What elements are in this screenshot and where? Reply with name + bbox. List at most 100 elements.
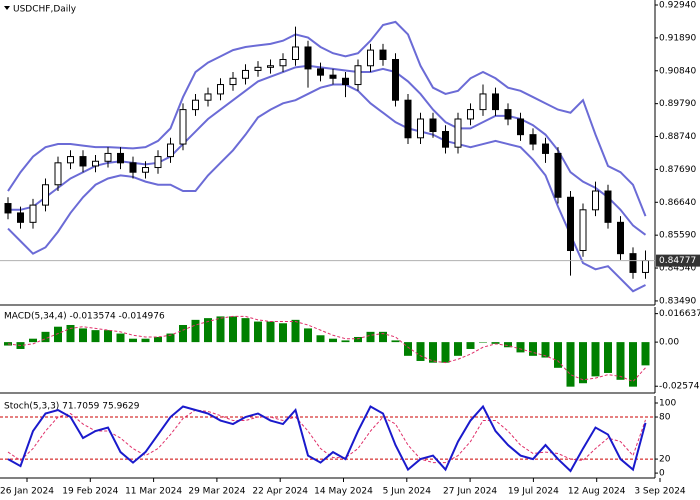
macd-bar [116, 333, 125, 343]
macd-bar [354, 336, 362, 343]
candle-body [554, 152, 562, 198]
candle-body [492, 93, 499, 111]
candle-body [242, 69, 249, 79]
macd-bar [391, 340, 400, 343]
candle-body [54, 162, 62, 186]
macd-bar [154, 336, 162, 343]
macd-bar [416, 342, 425, 361]
candle-body [279, 58, 287, 67]
x-tick-label: 29 Mar 2024 [188, 487, 245, 497]
macd-bar [279, 323, 287, 343]
macd-bar [591, 342, 600, 377]
candle-body [467, 109, 474, 120]
macd-bar [479, 342, 487, 343]
macd-bar [379, 331, 387, 343]
x-tick-label: 26 Jan 2024 [0, 487, 54, 497]
candle-body [192, 99, 199, 111]
macd-bar [491, 342, 500, 344]
candle-body [154, 156, 162, 169]
candle-body [367, 49, 374, 67]
x-tick-label: 19 Feb 2024 [62, 487, 118, 497]
candle-body [92, 160, 99, 167]
candle-body [79, 156, 87, 167]
y-tick-label: 80 [659, 413, 671, 423]
stoch-d [7, 409, 646, 464]
macd-bar [241, 318, 250, 343]
stoch-title: Stoch(5,3,3) 71.7059 75.9629 [4, 402, 140, 412]
candle-body [254, 66, 262, 71]
candle-body [567, 196, 574, 252]
macd-bar [429, 342, 437, 363]
macd-bar [79, 328, 87, 343]
candle-body [629, 253, 637, 273]
macd-bar [516, 342, 525, 353]
stoch-k [7, 404, 647, 473]
macd-signal [7, 315, 646, 383]
candle-body [429, 118, 437, 133]
macd-bar [129, 338, 137, 343]
candle-body [142, 167, 149, 173]
candle-body [317, 68, 324, 76]
macd-bar [91, 330, 100, 343]
x-tick-label: 27 Jun 2024 [443, 487, 497, 497]
x-tick-label: 5 Jun 2024 [383, 487, 432, 497]
macd-bar [441, 342, 450, 363]
candle-body [379, 49, 387, 60]
y-tick-label: 0.92940 [659, 1, 696, 11]
chart-title: USDCHF,Daily [13, 5, 77, 15]
candle-body [592, 190, 599, 211]
x-tick-label: 3 Sep 2024 [634, 487, 686, 497]
macd-bar [329, 338, 337, 343]
candle-body [267, 65, 274, 68]
y-tick-label: 20 [659, 455, 671, 465]
bollinger-upper [7, 20, 647, 217]
candle-body [179, 109, 187, 145]
macd-bar [466, 342, 475, 349]
candle-body [454, 118, 462, 148]
y-tick-label: 0.88740 [659, 132, 696, 142]
y-tick-label: 0.84540 [659, 264, 696, 274]
macd-bar [179, 324, 187, 343]
macd-bar [566, 342, 575, 387]
macd-bar [254, 321, 262, 343]
macd-bar [229, 316, 237, 343]
macd-bar [541, 342, 550, 358]
macd-bar [291, 319, 300, 343]
candle-body [329, 74, 337, 79]
y-tick-label: 0.90840 [659, 66, 696, 76]
x-tick-label: 11 Mar 2024 [125, 487, 182, 497]
macd-bar [66, 324, 75, 343]
candle-body [442, 131, 449, 148]
macd-bar [579, 342, 587, 384]
macd-bar [4, 342, 12, 346]
macd-bar [366, 331, 375, 343]
candle-body [292, 46, 299, 60]
candle-body [204, 93, 212, 101]
macd-bar [304, 328, 312, 343]
x-tick-label: 12 Aug 2024 [568, 487, 626, 497]
candle-body [342, 77, 349, 86]
bollinger-middle [8, 64, 647, 236]
candle-body [304, 46, 312, 70]
y-tick-label: -0.025749 [659, 382, 700, 392]
candle-body [129, 162, 137, 173]
y-tick-label: 100 [659, 399, 676, 409]
y-tick-label: 0.83490 [659, 296, 696, 306]
y-tick-label: 0.86640 [659, 198, 696, 208]
y-tick-label: 0.85590 [659, 231, 696, 241]
bollinger-lower [7, 83, 646, 293]
candle-body [642, 260, 649, 273]
macd-bar [266, 321, 275, 343]
candle-body [217, 84, 224, 95]
macd-bar [504, 342, 512, 348]
macd-bar [104, 330, 112, 343]
macd-title: MACD(5,34,4) -0.013574 -0.014976 [4, 312, 165, 322]
macd-bar [41, 331, 50, 343]
candle-body [354, 65, 362, 86]
macd-bar [29, 338, 37, 343]
macd-bar [616, 342, 625, 380]
candle-body [117, 152, 124, 164]
y-tick-label: 0 [659, 469, 665, 479]
